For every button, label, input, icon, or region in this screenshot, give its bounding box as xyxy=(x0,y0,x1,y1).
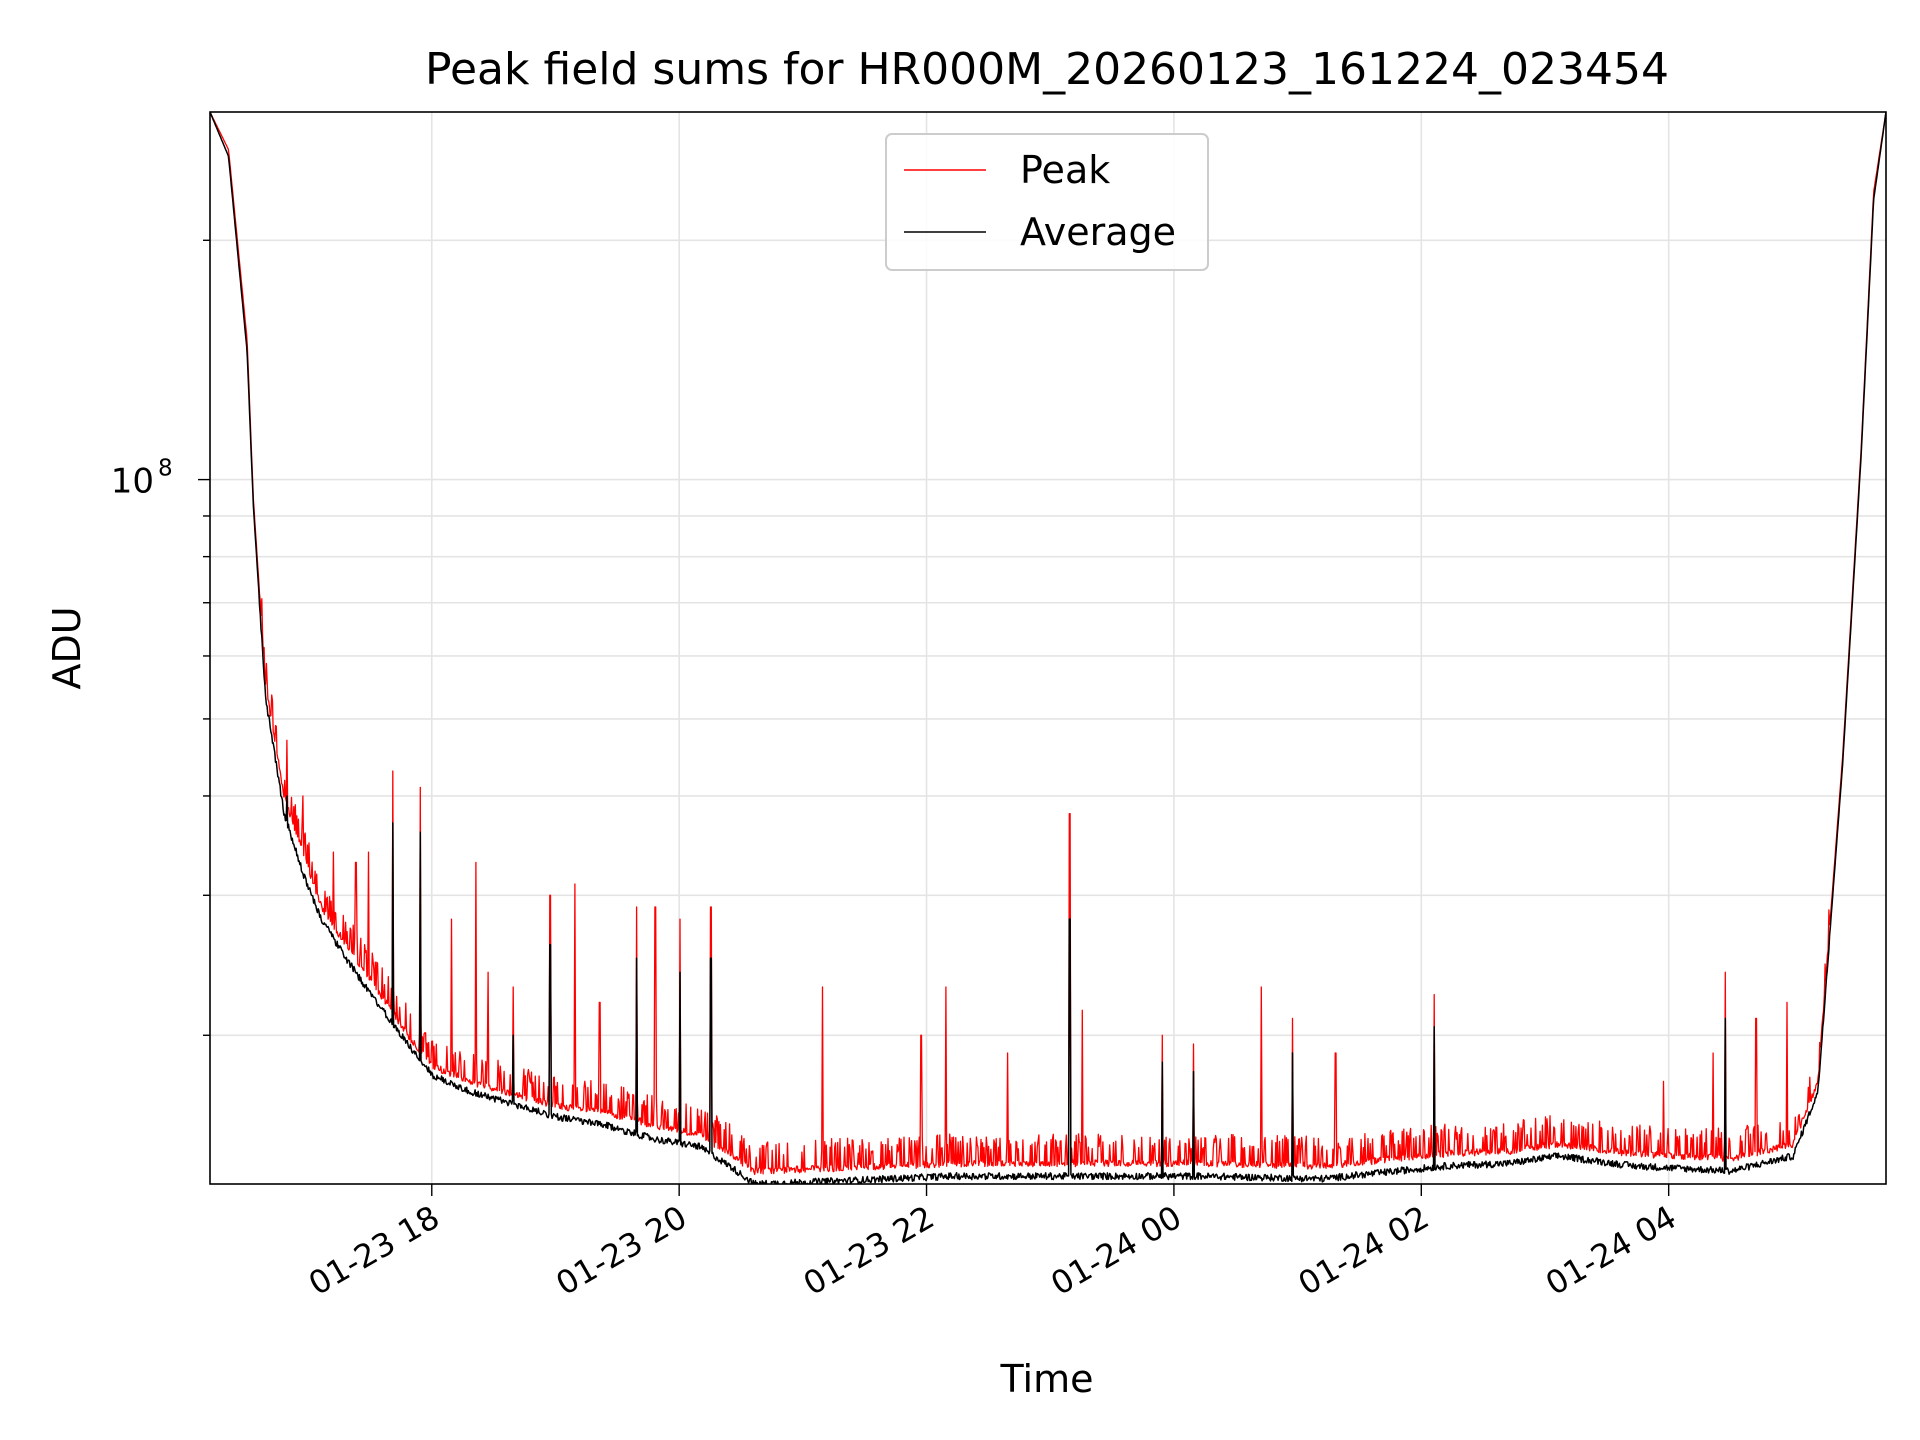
y-tick-exponent: 8 xyxy=(158,456,173,482)
legend-label-average: Average xyxy=(1020,210,1176,254)
x-axis-label: Time xyxy=(1000,1357,1094,1401)
y-axis-ticks: 10 8 xyxy=(111,239,210,1036)
series-line-average xyxy=(210,112,1886,1184)
y-axis-label: ADU xyxy=(45,606,89,689)
y-tick-label: 10 xyxy=(111,462,154,502)
chart-title: Peak field sums for HR000M_20260123_1612… xyxy=(425,44,1669,95)
legend-box xyxy=(885,133,1209,271)
legend: Peak Average xyxy=(885,133,1209,271)
legend-label-peak: Peak xyxy=(1020,148,1110,192)
series-line-peak xyxy=(210,112,1886,1176)
grid-lines xyxy=(210,112,1886,1184)
plot-frame xyxy=(209,111,1887,1185)
series-lines xyxy=(210,112,1886,1184)
